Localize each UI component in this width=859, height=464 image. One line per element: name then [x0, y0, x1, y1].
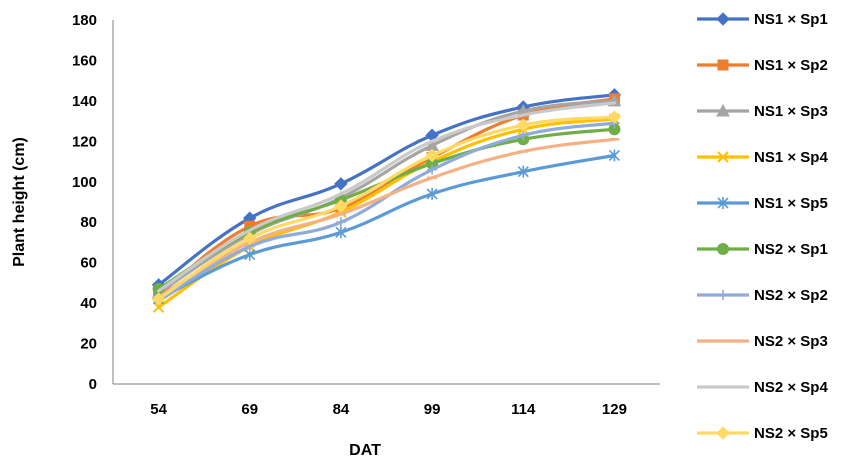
y-tick-label: 60: [80, 255, 97, 272]
data-point: [151, 292, 166, 306]
x-axis-title: DAT: [349, 442, 381, 459]
y-axis-title: Plant height (cm): [11, 137, 28, 267]
legend-label: NS2 × Sp1: [754, 241, 828, 258]
series-line: [156, 121, 617, 303]
x-tick-label: 69: [241, 401, 258, 418]
legend-item: NS2 × Sp1: [697, 241, 828, 258]
x-tick-label: 114: [511, 401, 536, 418]
series-line: [156, 99, 617, 295]
series-line: [156, 137, 617, 299]
data-point: [243, 231, 257, 246]
series-8: [153, 137, 620, 299]
legend-item: NS1 × Sp2: [697, 57, 828, 74]
axes: [112, 20, 660, 385]
data-point: [334, 199, 348, 213]
series-line: [156, 153, 617, 301]
data-point: [426, 187, 438, 200]
legend-item: NS1 × Sp3: [697, 103, 828, 120]
legend-marker: [716, 103, 730, 117]
data-point: [608, 149, 620, 162]
data-point: [335, 217, 346, 228]
legend-item: NS2 × Sp5: [697, 425, 828, 442]
legend-label: NS2 × Sp2: [754, 287, 828, 304]
series-10: [151, 110, 622, 306]
data-point: [335, 226, 347, 239]
series-6: [152, 123, 621, 295]
legend-marker: [717, 197, 729, 209]
legend-label: NS1 × Sp3: [754, 103, 828, 120]
data-point: [516, 118, 530, 132]
series-9: [156, 101, 617, 293]
legend-label: NS1 × Sp2: [754, 57, 828, 74]
y-tick-label: 40: [80, 295, 97, 312]
y-tick-label: 180: [72, 12, 97, 29]
x-tick-label: 129: [602, 401, 627, 418]
legend-label: NS2 × Sp3: [754, 333, 828, 350]
y-tick-label: 120: [72, 133, 97, 150]
legend-marker: [717, 59, 729, 71]
y-tick-label: 100: [72, 174, 97, 191]
legend-item: NS2 × Sp3: [697, 333, 828, 350]
y-tick-label: 160: [72, 52, 97, 69]
series-lines: [151, 88, 622, 313]
data-point: [334, 177, 348, 191]
data-point: [517, 165, 529, 178]
legend-marker: [717, 151, 729, 163]
y-axis-ticks: 0 20 40 60 80 100 120 140 160 180: [72, 12, 97, 393]
legend-marker: [716, 426, 730, 440]
y-tick-label: 140: [72, 93, 97, 110]
legend-item: NS2 × Sp2: [697, 287, 828, 304]
legend-label: NS1 × Sp4: [754, 149, 828, 166]
legend-label: NS2 × Sp5: [754, 425, 828, 442]
data-point: [518, 130, 529, 141]
legend-marker: [717, 243, 729, 255]
legend-item: NS2 × Sp4: [697, 379, 828, 396]
data-point: [427, 164, 438, 175]
x-axis-ticks: 54 69 84 99 114 129: [150, 401, 627, 418]
legend-marker: [718, 290, 728, 300]
data-point: [425, 148, 439, 163]
legend-marker: [716, 12, 730, 26]
x-tick-label: 99: [424, 401, 441, 418]
series-line: [156, 101, 617, 293]
legend-label: NS2 × Sp4: [754, 379, 828, 396]
legend-item: NS1 × Sp5: [697, 195, 828, 212]
x-tick-label: 54: [150, 401, 167, 418]
legend-item: NS1 × Sp4: [697, 149, 828, 166]
y-tick-label: 0: [89, 376, 97, 393]
y-tick-label: 20: [80, 336, 97, 353]
legend-label: NS1 × Sp1: [754, 11, 828, 28]
y-tick-label: 80: [80, 214, 97, 231]
data-point: [152, 301, 165, 313]
legend-item: NS1 × Sp1: [697, 11, 828, 28]
legend: NS1 × Sp1 NS1 × Sp2 NS1 × Sp3 NS1 × Sp4 NS1 …: [697, 11, 828, 442]
legend-label: NS1 × Sp5: [754, 195, 828, 212]
series-5: [153, 149, 620, 306]
x-tick-label: 84: [333, 401, 350, 418]
data-point: [607, 110, 622, 124]
series-line: [156, 115, 617, 301]
